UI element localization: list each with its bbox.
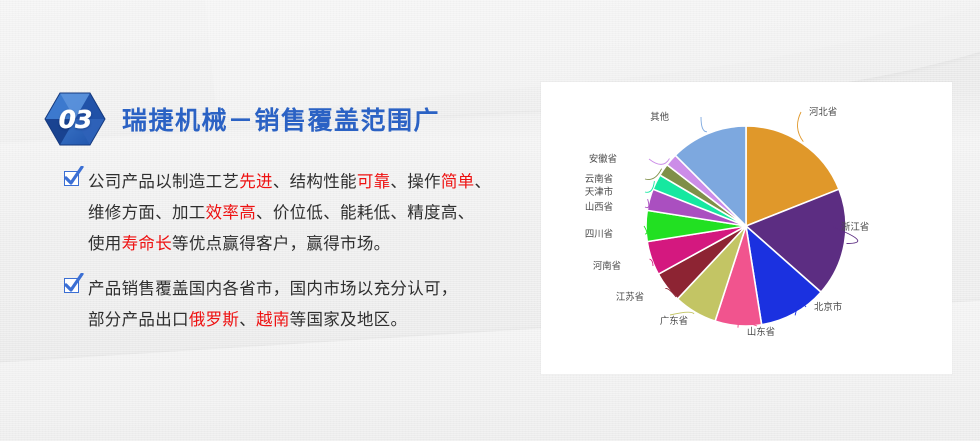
pie-slice-label: 广东省 bbox=[660, 315, 688, 327]
pie-leader-line bbox=[649, 258, 654, 267]
pie-slice-label: 江苏省 bbox=[616, 291, 644, 303]
section-number-badge: 03 bbox=[44, 92, 106, 146]
pie-slice-label: 其他 bbox=[650, 111, 669, 123]
pie-slice-label: 安徽省 bbox=[589, 153, 617, 165]
pie-slice-label: 山东省 bbox=[747, 326, 775, 338]
pie-leader-line bbox=[644, 168, 663, 180]
pie-slice[interactable] bbox=[744, 188, 847, 294]
checkbox-checked-icon bbox=[64, 273, 84, 293]
pie-slice-label: 河北省 bbox=[809, 106, 837, 118]
pie-leader-line bbox=[794, 303, 807, 316]
bullet-text-2: 产品销售覆盖国内各省市，国内市场以充分认可， 部分产品出口俄罗斯、越南等国家及地… bbox=[88, 279, 458, 329]
pie-leader-line bbox=[643, 225, 648, 235]
pie-slice-label: 云南省 bbox=[585, 173, 613, 185]
pie-slice-label: 浙江省 bbox=[841, 221, 869, 233]
hexagon-icon bbox=[44, 92, 106, 146]
pie-slice-label: 四川省 bbox=[585, 228, 613, 240]
pie-leader-line bbox=[644, 181, 655, 193]
list-item: 公司产品以制造工艺先进、结构性能可靠、操作简单、 维修方面、加工效率高、价位低、… bbox=[64, 166, 544, 259]
pie-chart: 河北省浙江省北京市山东省 广东省 江苏省 河南省 四川省 山西省 天津市 云南省 安徽省 其他 bbox=[541, 82, 952, 374]
badge-number-label: 03 bbox=[58, 104, 92, 134]
list-item: 产品销售覆盖国内各省市，国内市场以充分认可， 部分产品出口俄罗斯、越南等国家及地… bbox=[64, 273, 544, 335]
pie-leader-line bbox=[648, 158, 670, 165]
page-title: 瑞捷机械－销售覆盖范围广 bbox=[122, 106, 441, 135]
pie-leader-line bbox=[644, 198, 650, 209]
pie-slice[interactable] bbox=[744, 223, 823, 326]
pie-leader-line bbox=[665, 288, 677, 298]
pie-leader-line bbox=[832, 226, 859, 244]
pie-slice-label: 北京市 bbox=[814, 301, 842, 313]
pie-slice-label: 山西省 bbox=[585, 201, 613, 213]
pie-leader-line bbox=[737, 321, 758, 328]
pie-leader-line bbox=[669, 311, 695, 316]
pie-slice[interactable] bbox=[745, 125, 841, 228]
pie-leader-line bbox=[700, 116, 708, 133]
pie-slice-label: 河南省 bbox=[593, 260, 621, 272]
feature-bullet-list: 公司产品以制造工艺先进、结构性能可靠、操作简单、 维修方面、加工效率高、价位低、… bbox=[64, 166, 544, 349]
pie-slice-label: 天津市 bbox=[585, 186, 613, 198]
pie-leader-line bbox=[797, 111, 804, 142]
section-heading: 03 瑞捷机械－销售覆盖范围广 bbox=[44, 92, 441, 146]
checkbox-checked-icon bbox=[64, 166, 84, 186]
pie-slice[interactable] bbox=[674, 125, 747, 228]
chart-panel: 河北省浙江省北京市山东省 广东省 江苏省 河南省 四川省 山西省 天津市 云南省 安徽省 其他 bbox=[541, 82, 952, 374]
bullet-text-1: 公司产品以制造工艺先进、结构性能可靠、操作简单、 维修方面、加工效率高、价位低、… bbox=[88, 172, 492, 253]
